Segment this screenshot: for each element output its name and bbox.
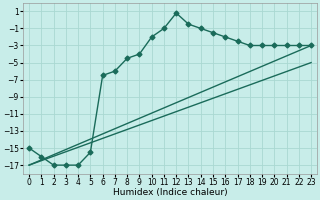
X-axis label: Humidex (Indice chaleur): Humidex (Indice chaleur)	[113, 188, 228, 197]
